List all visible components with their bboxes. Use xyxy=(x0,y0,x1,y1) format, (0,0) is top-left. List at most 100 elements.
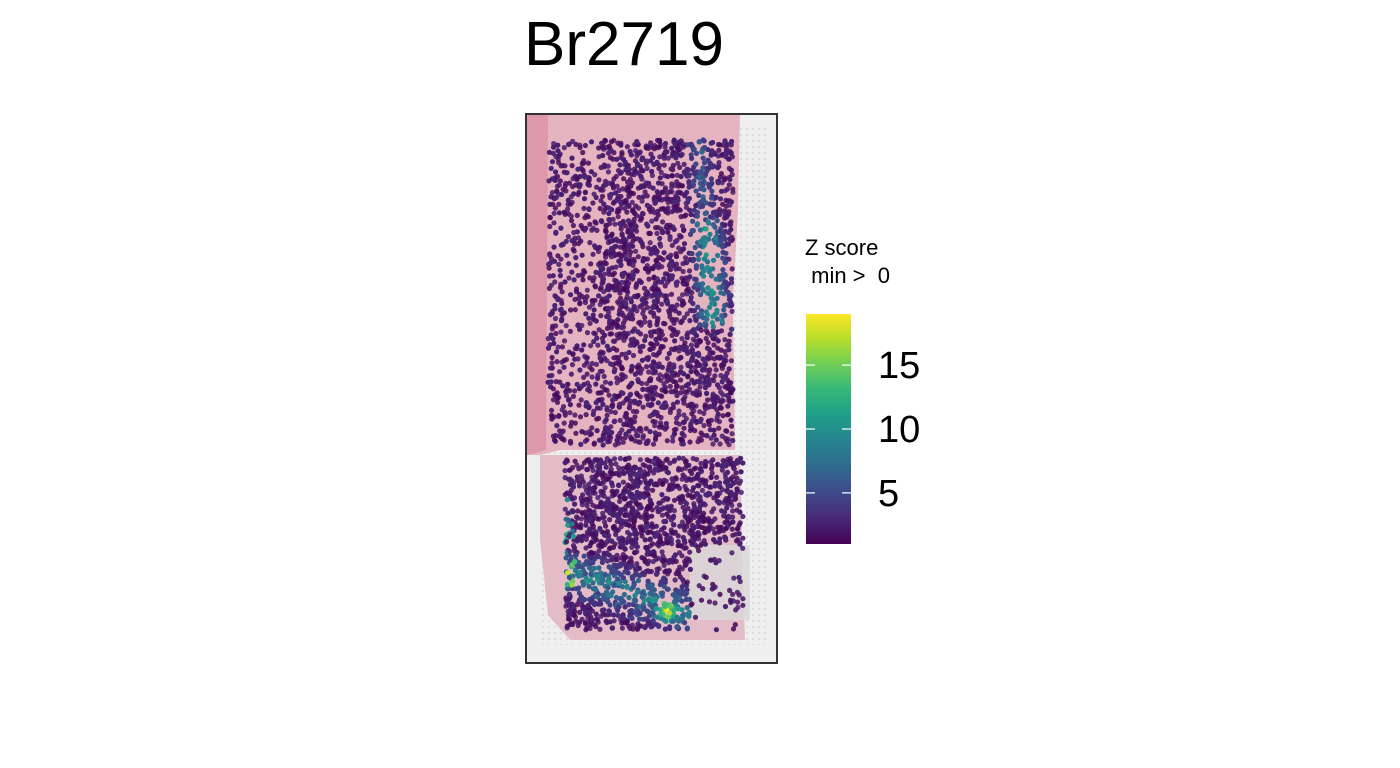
spot xyxy=(556,201,562,207)
spot xyxy=(604,528,611,535)
spot xyxy=(555,344,561,350)
spot xyxy=(579,616,585,622)
spot xyxy=(634,139,640,145)
spot xyxy=(616,604,622,610)
spot xyxy=(646,596,652,602)
spot xyxy=(565,381,571,387)
spot xyxy=(634,364,640,370)
spot xyxy=(604,506,610,512)
spot xyxy=(605,496,611,502)
spot xyxy=(738,489,744,495)
spot xyxy=(683,545,689,551)
spot xyxy=(601,555,607,561)
spot xyxy=(592,284,599,290)
spot xyxy=(576,564,582,570)
spot xyxy=(609,231,615,237)
spot xyxy=(607,331,613,337)
spot xyxy=(598,198,604,204)
spot xyxy=(586,175,592,181)
spot xyxy=(680,292,686,298)
spot xyxy=(554,395,561,401)
spot xyxy=(623,237,629,243)
spot xyxy=(681,425,687,431)
spot xyxy=(668,166,674,172)
spot xyxy=(660,590,666,596)
spot xyxy=(706,269,712,275)
spot xyxy=(667,604,674,610)
spot xyxy=(581,205,587,211)
chart-title: Br2719 xyxy=(524,10,724,79)
spot xyxy=(667,267,674,273)
spot xyxy=(724,385,730,391)
spot xyxy=(607,318,613,324)
spot xyxy=(695,256,702,262)
spot xyxy=(578,397,584,403)
spot xyxy=(622,488,628,494)
spot xyxy=(722,349,728,355)
spot xyxy=(719,313,725,319)
spot xyxy=(659,332,665,338)
spot xyxy=(709,299,715,306)
spot xyxy=(556,261,562,267)
spot xyxy=(717,142,723,148)
spot xyxy=(728,150,734,156)
spot xyxy=(728,417,734,423)
spot xyxy=(653,250,659,256)
spot xyxy=(617,331,623,337)
spot xyxy=(669,346,675,352)
spot xyxy=(582,430,588,436)
spot xyxy=(678,234,684,240)
spot xyxy=(588,169,595,175)
spot xyxy=(574,212,580,218)
spot xyxy=(735,604,741,611)
spot xyxy=(725,211,731,218)
spot xyxy=(573,262,579,268)
spot xyxy=(697,494,703,500)
spot xyxy=(722,222,728,228)
spot xyxy=(637,616,643,622)
spot xyxy=(551,244,557,250)
spot xyxy=(610,200,617,206)
spot xyxy=(596,565,602,571)
spot xyxy=(696,435,702,442)
spot xyxy=(661,162,667,168)
spot xyxy=(655,363,661,370)
spot xyxy=(576,386,583,392)
spot xyxy=(667,409,673,415)
spot xyxy=(580,479,587,485)
spot xyxy=(680,577,686,583)
spot xyxy=(659,549,665,555)
spot xyxy=(679,151,685,157)
spot xyxy=(629,363,635,369)
spot xyxy=(647,429,653,435)
spot xyxy=(620,313,627,319)
spot xyxy=(598,313,604,319)
spot xyxy=(728,226,734,233)
spot xyxy=(639,533,645,539)
spot xyxy=(609,207,615,213)
spot xyxy=(693,161,699,167)
spot xyxy=(686,179,692,185)
spot xyxy=(546,149,553,155)
spot xyxy=(588,139,595,145)
spot xyxy=(565,510,571,516)
spot xyxy=(687,256,693,263)
spot xyxy=(728,358,735,364)
spot xyxy=(669,173,675,179)
spot xyxy=(671,522,677,528)
spot xyxy=(558,306,564,312)
spot xyxy=(699,286,706,292)
spot xyxy=(707,304,713,310)
spot xyxy=(611,419,617,425)
spot xyxy=(709,518,715,525)
spot xyxy=(645,393,652,400)
spot xyxy=(639,366,645,372)
spot xyxy=(660,219,666,225)
spot xyxy=(550,201,556,207)
spot xyxy=(712,362,718,368)
spot xyxy=(681,246,687,252)
spot xyxy=(661,575,667,581)
spot xyxy=(644,305,651,311)
spot xyxy=(705,380,711,386)
spot xyxy=(695,482,701,489)
